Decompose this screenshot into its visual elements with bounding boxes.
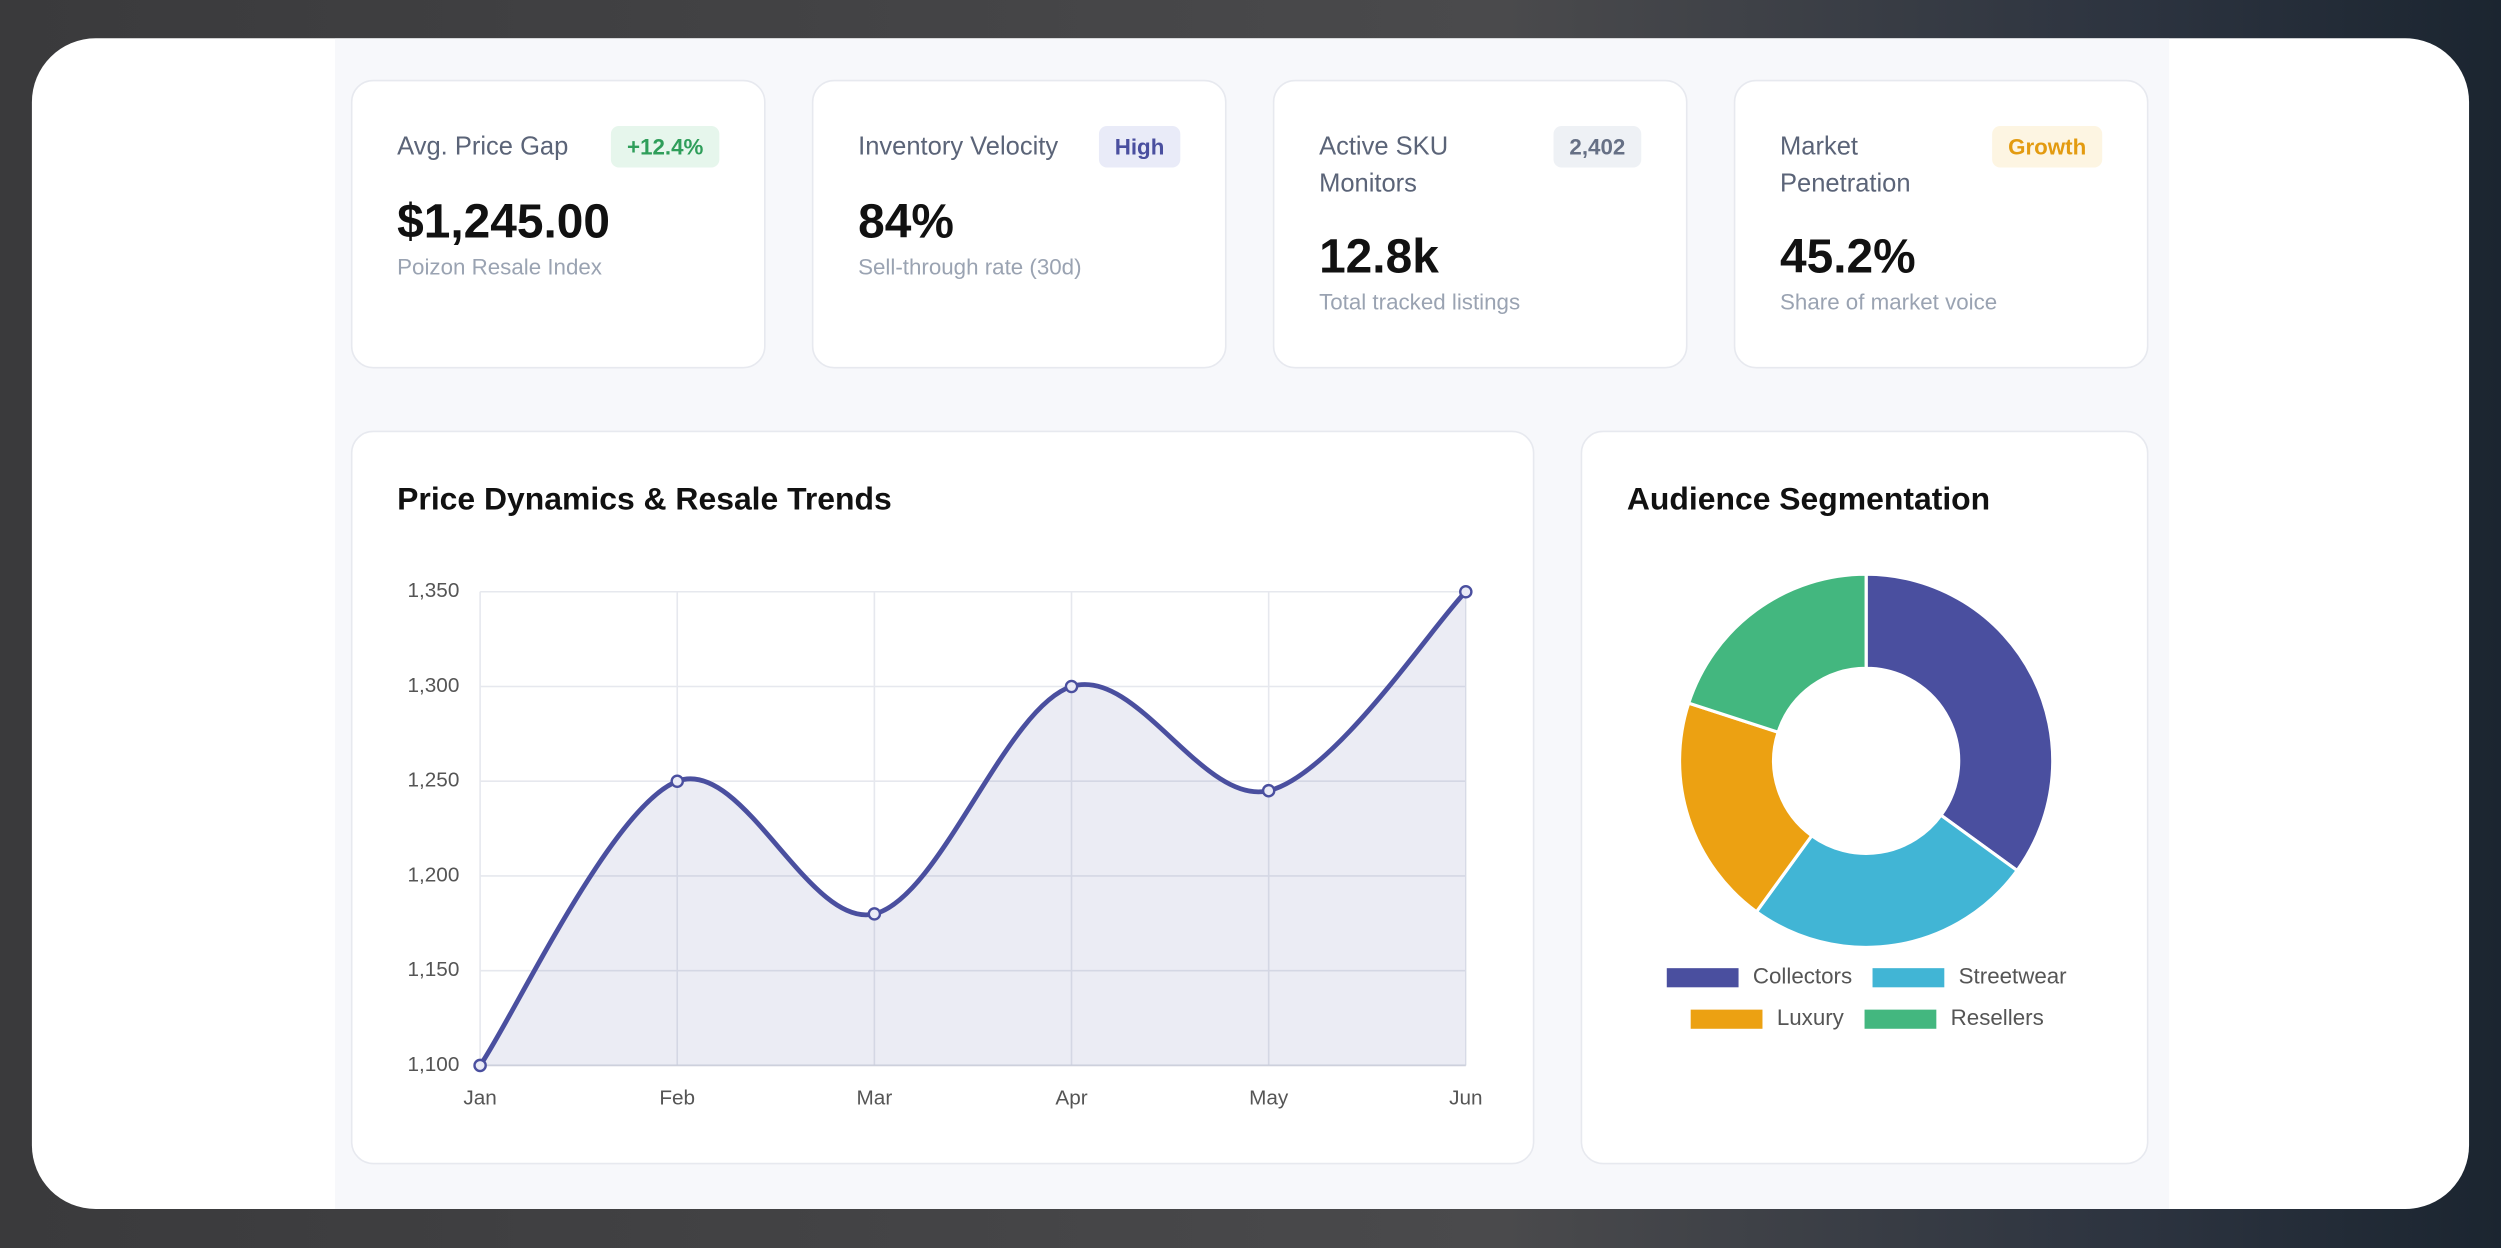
kpi-value: 84% [858,196,954,249]
x-tick-label: Feb [659,1086,695,1109]
kpi-value: 45.2% [1780,231,1916,284]
y-tick-label: 1,100 [408,1053,460,1076]
point [1064,679,1079,694]
y-tick-label: 1,300 [408,674,460,697]
kpi-card: Market Penetration Growth 45.2% Share of … [1733,79,2149,369]
line [478,590,1468,1067]
legend-label: Luxury [1777,1005,1845,1030]
point [670,774,685,789]
y-tick-label: 1,150 [408,958,460,981]
x-tick-label: Jun [1449,1086,1482,1109]
kpi-value: $1,245.00 [397,196,611,249]
point [473,1058,487,1073]
chart-title: Audience Segmentation [1627,480,1990,516]
chart-title: Price Dynamics & Resale Trends [397,480,892,516]
donut-segment [1754,812,2020,949]
kpi-label: Active SKU Monitors [1319,133,1449,198]
point [1261,783,1276,798]
area [480,591,1466,1066]
legend-swatch [1666,968,1739,988]
legend-label: Resellers [1951,1005,2044,1030]
legend-label: Collectors [1753,964,1852,989]
legend-swatch [1690,1009,1763,1029]
kpi-caption: Share of market voice [1780,288,1998,315]
y-tick-label: 1,350 [408,579,460,602]
kpi-card: Inventory Velocity High 84% Sell-through … [811,79,1227,369]
point [867,907,882,921]
blank-patch [2172,1028,2412,1109]
kpi-card: Active SKU Monitors 2,402 12.8k Total tra… [1272,79,1688,369]
x-tick-label: Jan [463,1086,496,1109]
y-tick-label: 1,250 [408,769,460,792]
point [1459,584,1473,599]
kpi-caption: Sell-through rate (30d) [858,253,1082,280]
kpi-caption: Total tracked listings [1319,288,1521,315]
kpi-card: Avg. Price Gap +12.4% $1,245.00 Poizon Re… [350,79,766,369]
kpi-value: 12.8k [1319,231,1439,284]
kpi-label: Market Penetration [1780,133,1911,198]
kpi-badge: High [1098,126,1181,168]
y-tick-label: 1,200 [408,863,460,886]
x-tick-label: Apr [1055,1086,1087,1109]
donut-segment [1677,701,1815,915]
x-tick-label: Mar [857,1086,893,1109]
x-tick-label: May [1249,1086,1289,1109]
kpi-caption: Poizon Resale Index [397,253,602,280]
kpi-label: Avg. Price Gap [397,133,569,162]
line-card [350,430,1535,1165]
kpi-label: Inventory Velocity [858,133,1059,162]
donut-card [1580,430,2149,1165]
legend-swatch [1872,968,1945,988]
donut-segment [1686,572,1868,735]
legend-swatch [1864,1009,1937,1029]
kpi-badge: Growth [1992,126,2103,168]
kpi-badge: +12.4% [611,126,720,168]
legend-label: Streetwear [1959,964,2068,989]
kpi-badge: 2,402 [1553,126,1642,168]
donut-segment [1864,572,2055,873]
